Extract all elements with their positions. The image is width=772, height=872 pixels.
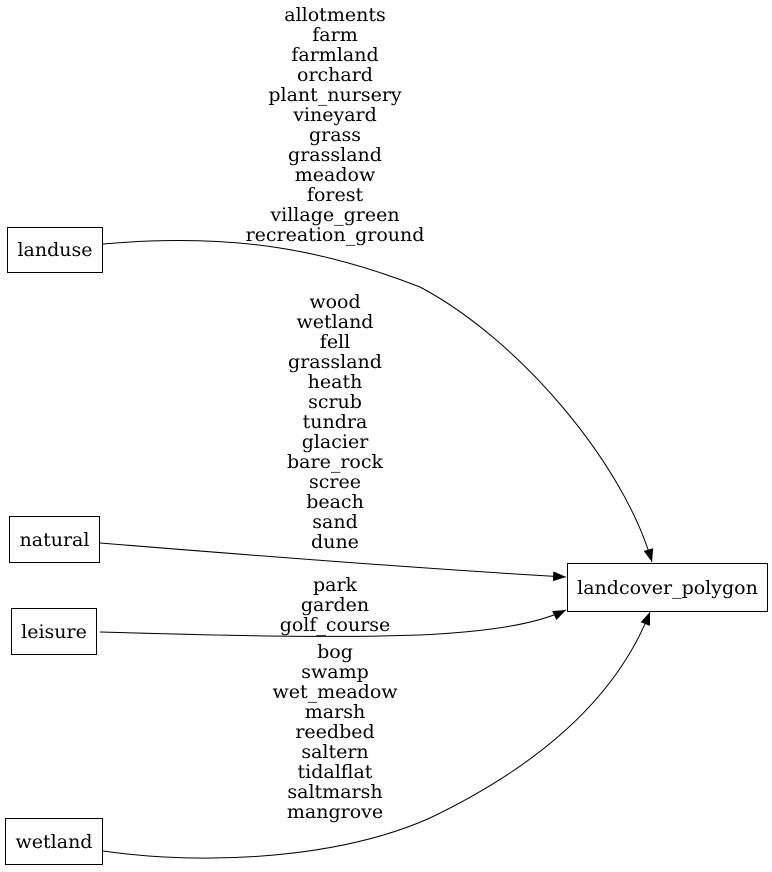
edge-values-landuse: allotments farm farmland orchard plant_nurse… xyxy=(135,5,535,245)
node-natural: natural xyxy=(9,516,100,563)
edge-value-line: reedbed xyxy=(295,721,375,743)
edge-values-leisure: park garden golf_course xyxy=(135,575,535,635)
edge-value-line: beach xyxy=(306,491,364,513)
edge-values-wetland: bog swamp wet_meadow marsh reedbed saltern tid… xyxy=(135,642,535,822)
edge-value-line: tidalflat xyxy=(297,761,373,783)
edge-value-line: park xyxy=(312,574,358,596)
edge-value-line: swamp xyxy=(301,661,369,683)
edge-value-line: dune xyxy=(311,531,359,553)
edge-value-line: wet_meadow xyxy=(272,681,398,703)
edge-value-line: tundra xyxy=(302,411,368,433)
edge-value-line: vineyard xyxy=(293,104,377,126)
edge-value-line: grassland xyxy=(288,351,382,373)
edge-value-line: garden xyxy=(300,594,370,616)
node-landuse: landuse xyxy=(7,227,103,273)
edge-value-line: wetland xyxy=(296,311,374,333)
edge-value-line: farm xyxy=(312,24,358,46)
edge-value-line: grass xyxy=(308,124,362,146)
node-wetland: wetland xyxy=(5,818,103,865)
edge-value-line: scrub xyxy=(308,391,362,413)
edge-value-line: bog xyxy=(317,641,353,663)
edge-value-line: allotments xyxy=(284,4,386,26)
node-landcover_polygon: landcover_polygon xyxy=(567,563,768,612)
edge-value-line: grassland xyxy=(288,144,382,166)
node-leisure-label: leisure xyxy=(21,620,87,643)
edge-value-line: plant_nursery xyxy=(268,84,402,106)
edge-value-line: forest xyxy=(306,184,364,206)
edge-value-line: heath xyxy=(307,371,363,393)
edge-values-natural: wood wetland fell grassland heath scrub tundra… xyxy=(135,292,535,552)
edge-value-line: orchard xyxy=(297,64,373,86)
edge-value-line: bare_rock xyxy=(287,451,383,473)
edge-value-line: golf_course xyxy=(279,614,391,636)
node-landuse-label: landuse xyxy=(17,239,93,261)
node-natural-label: natural xyxy=(19,528,90,551)
edge-value-line: saltmarsh xyxy=(287,781,383,803)
edge-value-line: recreation_ground xyxy=(245,224,425,246)
edge-value-line: wood xyxy=(309,291,361,313)
edge-value-line: scree xyxy=(309,471,361,493)
edge-leisure-to-landcover_polygon xyxy=(99,609,567,637)
edge-value-line: village_green xyxy=(270,204,400,226)
edge-value-line: mangrove xyxy=(286,801,384,823)
edge-value-line: fell xyxy=(319,331,351,353)
node-wetland-label: wetland xyxy=(15,830,93,853)
edge-value-line: meadow xyxy=(294,164,376,186)
edge-natural-to-landcover_polygon xyxy=(99,542,567,582)
node-landcover_polygon-label: landcover_polygon xyxy=(577,576,758,599)
edge-value-line: glacier xyxy=(301,431,369,453)
edge-value-line: saltern xyxy=(301,741,369,763)
edge-landuse-to-landcover_polygon xyxy=(102,240,654,563)
edge-wetland-to-landcover_polygon xyxy=(102,611,651,859)
node-leisure: leisure xyxy=(11,608,97,655)
edge-value-line: sand xyxy=(312,511,358,533)
edge-value-line: farmland xyxy=(291,44,379,66)
edge-value-line: marsh xyxy=(304,701,366,723)
